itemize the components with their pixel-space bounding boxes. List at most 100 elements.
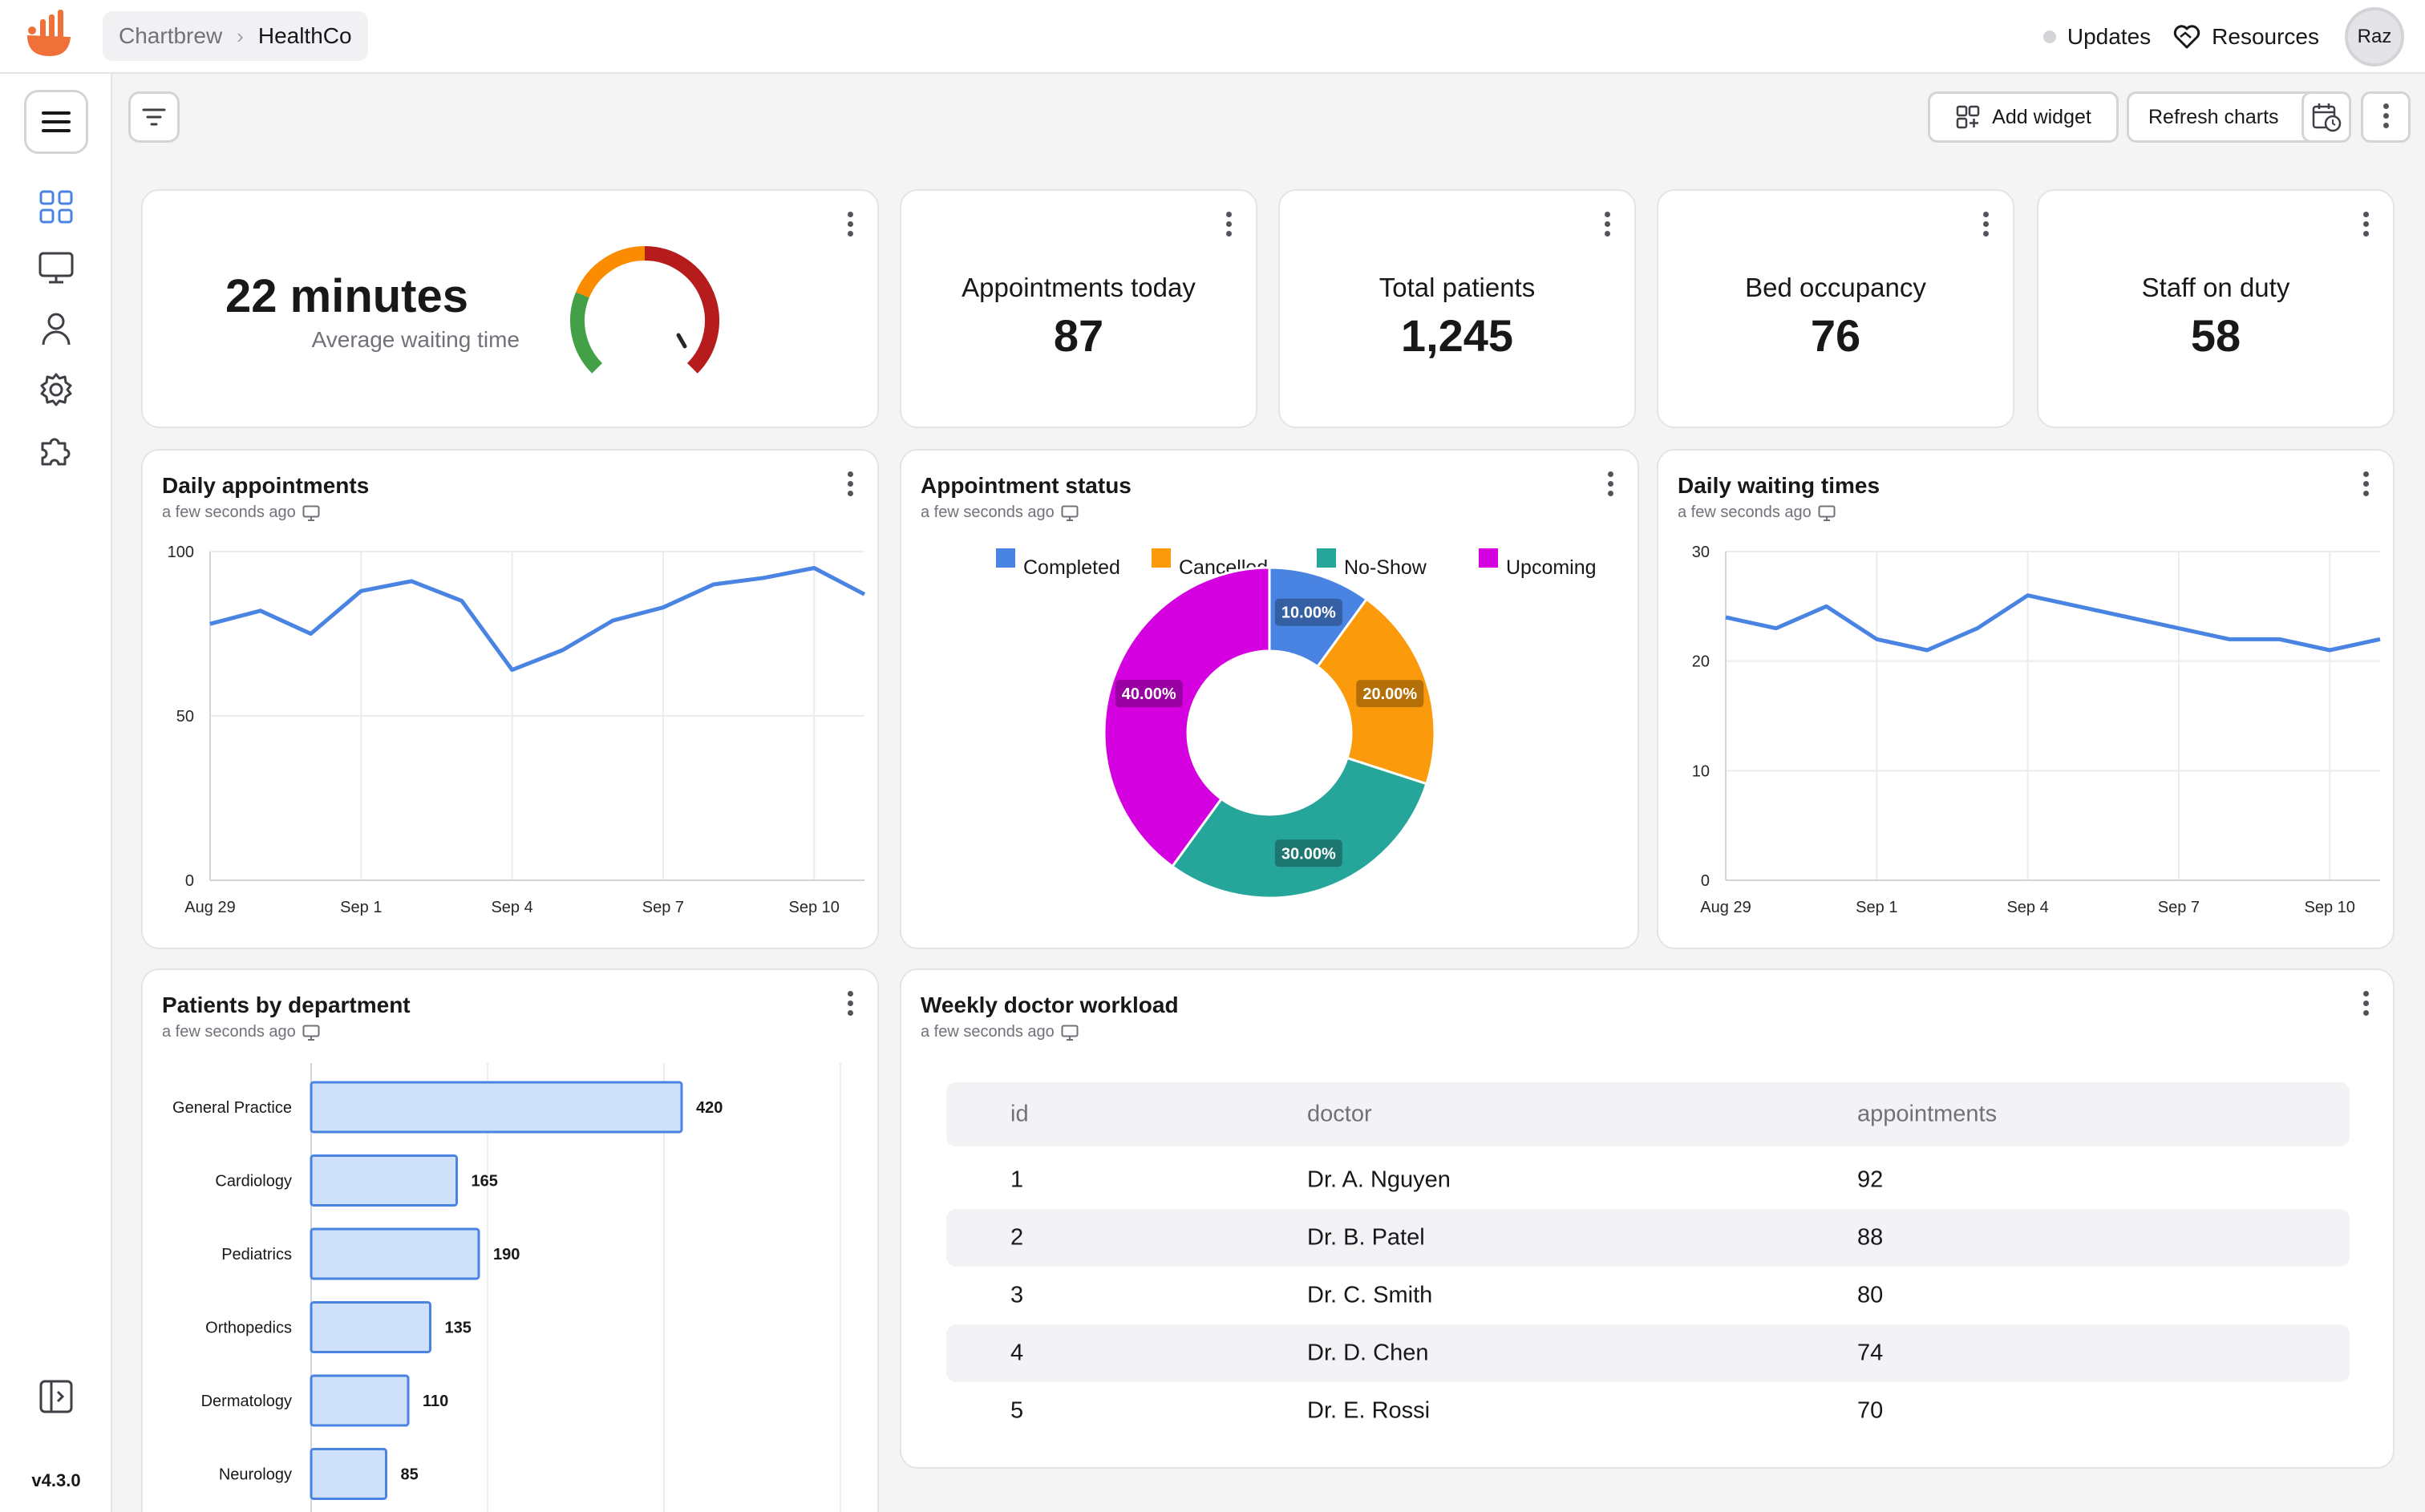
chartbrew-logo[interactable] bbox=[22, 8, 75, 61]
widget-menu-button[interactable] bbox=[1605, 471, 1615, 499]
chevron-right-icon: › bbox=[237, 23, 244, 48]
column-header-appointments[interactable]: appointments bbox=[1857, 1101, 1998, 1127]
updates-label: Updates bbox=[2067, 24, 2152, 49]
daily-appointments-widget: Daily appointments a few seconds ago 0 50… bbox=[141, 449, 879, 949]
data-label: 190 bbox=[493, 1246, 520, 1263]
x-tick-label: Aug 29 bbox=[1700, 899, 1751, 916]
add-widget-button[interactable]: Add widget bbox=[1928, 91, 2119, 143]
cell-appointments: 92 bbox=[1857, 1166, 1884, 1193]
widget-menu-button[interactable] bbox=[845, 212, 855, 239]
gear-icon bbox=[40, 373, 72, 406]
total-patients-card: Total patients 1,245 bbox=[1278, 189, 1636, 428]
updates-link[interactable]: Updates bbox=[2042, 24, 2152, 50]
hamburger-icon bbox=[42, 111, 71, 132]
kpi-label: Bed occupancy bbox=[1745, 273, 1926, 302]
kpi-value: 58 bbox=[2190, 310, 2241, 361]
cell-id: 4 bbox=[1010, 1340, 1024, 1366]
x-tick-label: Sep 4 bbox=[2006, 899, 2048, 916]
y-tick-label: 30 bbox=[1692, 544, 1710, 561]
calendar-clock-icon bbox=[2312, 103, 2342, 132]
bar bbox=[310, 1227, 480, 1280]
sidebar-item-settings[interactable] bbox=[35, 369, 77, 410]
sidebar-item-reports[interactable] bbox=[35, 247, 77, 289]
legend-label: Upcoming bbox=[1506, 556, 1597, 579]
updated-time: a few seconds ago bbox=[162, 1023, 296, 1041]
bar bbox=[310, 1081, 683, 1134]
widget-subtitle: a few seconds ago bbox=[162, 503, 320, 522]
sidebar-item-dashboards[interactable] bbox=[35, 186, 77, 228]
doctor-workload-widget: Weekly doctor workload a few seconds ago… bbox=[900, 968, 2395, 1469]
resources-link[interactable]: Resources bbox=[2173, 24, 2319, 50]
appointment-status-widget: Appointment status a few seconds ago Com… bbox=[900, 449, 1639, 949]
data-label: 40.00% bbox=[1122, 685, 1176, 703]
widget-menu-button[interactable] bbox=[845, 471, 855, 499]
breadcrumb: Chartbrew › HealthCo bbox=[103, 11, 368, 61]
waiting-time-value: 22 minutes bbox=[225, 270, 468, 322]
table-row: 2 Dr. B. Patel 88 bbox=[946, 1209, 2350, 1267]
add-widget-label: Add widget bbox=[1992, 105, 2091, 128]
grid-icon bbox=[39, 190, 73, 224]
data-label: 85 bbox=[401, 1466, 419, 1484]
breadcrumb-current[interactable]: HealthCo bbox=[257, 23, 352, 48]
widget-menu-button[interactable] bbox=[845, 991, 855, 1018]
column-header-doctor[interactable]: doctor bbox=[1307, 1101, 1372, 1127]
filter-button[interactable] bbox=[128, 91, 180, 143]
widget-subtitle: a few seconds ago bbox=[1678, 503, 1836, 522]
widget-menu-button[interactable] bbox=[2361, 471, 2370, 499]
kpi-label: Total patients bbox=[1378, 273, 1536, 302]
breadcrumb-parent[interactable]: Chartbrew bbox=[119, 23, 223, 48]
x-tick-label: Sep 10 bbox=[789, 899, 840, 916]
resources-label: Resources bbox=[2212, 24, 2319, 49]
column-header-id[interactable]: id bbox=[1010, 1101, 1029, 1127]
cell-id: 5 bbox=[1010, 1397, 1024, 1424]
widget-subtitle: a few seconds ago bbox=[921, 1023, 1079, 1041]
table-row: 5 Dr. E. Rossi 70 bbox=[946, 1382, 2350, 1440]
y-tick-label: Neurology bbox=[219, 1466, 292, 1484]
data-label: 30.00% bbox=[1281, 845, 1336, 863]
status-dot-icon bbox=[2042, 30, 2056, 43]
collapse-sidebar-button[interactable] bbox=[35, 1376, 77, 1417]
y-tick-label: 100 bbox=[168, 544, 194, 561]
y-tick-label: Dermatology bbox=[201, 1393, 292, 1410]
staff-on-duty-card: Staff on duty 58 bbox=[2037, 189, 2395, 428]
kpi-label: Staff on duty bbox=[2141, 273, 2290, 302]
widget-subtitle: a few seconds ago bbox=[162, 1023, 320, 1041]
cell-doctor: Dr. A. Nguyen bbox=[1307, 1166, 1451, 1193]
sidebar-item-team[interactable] bbox=[35, 308, 77, 350]
data-label: 165 bbox=[472, 1173, 498, 1191]
y-tick-label: Orthopedics bbox=[205, 1320, 292, 1337]
schedule-refresh-button[interactable] bbox=[2302, 91, 2351, 143]
updated-time: a few seconds ago bbox=[921, 503, 1055, 521]
widget-menu-button[interactable] bbox=[1602, 212, 1612, 239]
updated-time: a few seconds ago bbox=[162, 503, 296, 521]
x-tick-label: Sep 7 bbox=[642, 899, 684, 916]
daily-appointments-chart: 0 50 100 Aug 29 Sep 1 Sep 4 Sep 7 Sep 10 bbox=[168, 544, 866, 916]
widget-menu-button[interactable] bbox=[1224, 212, 1233, 239]
patients-by-department-chart: General Practice 420 Cardiology 165 Pediatri… bbox=[172, 1063, 841, 1512]
user-icon bbox=[42, 313, 71, 346]
more-options-button[interactable] bbox=[2361, 91, 2411, 143]
widget-title: Daily waiting times bbox=[1678, 473, 1880, 498]
widget-menu-button[interactable] bbox=[2361, 212, 2370, 239]
menu-button[interactable] bbox=[24, 90, 88, 154]
widget-title: Weekly doctor workload bbox=[921, 993, 1179, 1017]
monitor-icon bbox=[38, 252, 74, 284]
filter-icon bbox=[142, 108, 166, 126]
avatar[interactable]: Raz bbox=[2345, 7, 2404, 67]
monitor-icon bbox=[302, 1025, 320, 1041]
cell-appointments: 74 bbox=[1857, 1340, 1884, 1366]
sidebar-item-integrations[interactable] bbox=[35, 430, 77, 471]
widget-menu-button[interactable] bbox=[1981, 212, 1990, 239]
table-row: 4 Dr. D. Chen 74 bbox=[946, 1324, 2350, 1382]
widget-title: Daily appointments bbox=[162, 473, 370, 498]
table-row: 3 Dr. C. Smith 80 bbox=[946, 1267, 2350, 1324]
widget-menu-button[interactable] bbox=[2361, 991, 2370, 1018]
bar bbox=[310, 1154, 458, 1207]
data-label: 135 bbox=[445, 1320, 472, 1337]
cell-id: 3 bbox=[1010, 1282, 1024, 1308]
cell-doctor: Dr. D. Chen bbox=[1307, 1340, 1429, 1366]
legend-label: Completed bbox=[1023, 556, 1120, 579]
appointment-status-chart: Completed Cancelled No-Show Upcoming10.00%2… bbox=[996, 548, 1597, 900]
y-tick-label: 0 bbox=[185, 872, 194, 890]
table-row: 1 Dr. A. Nguyen 92 bbox=[946, 1151, 2350, 1209]
